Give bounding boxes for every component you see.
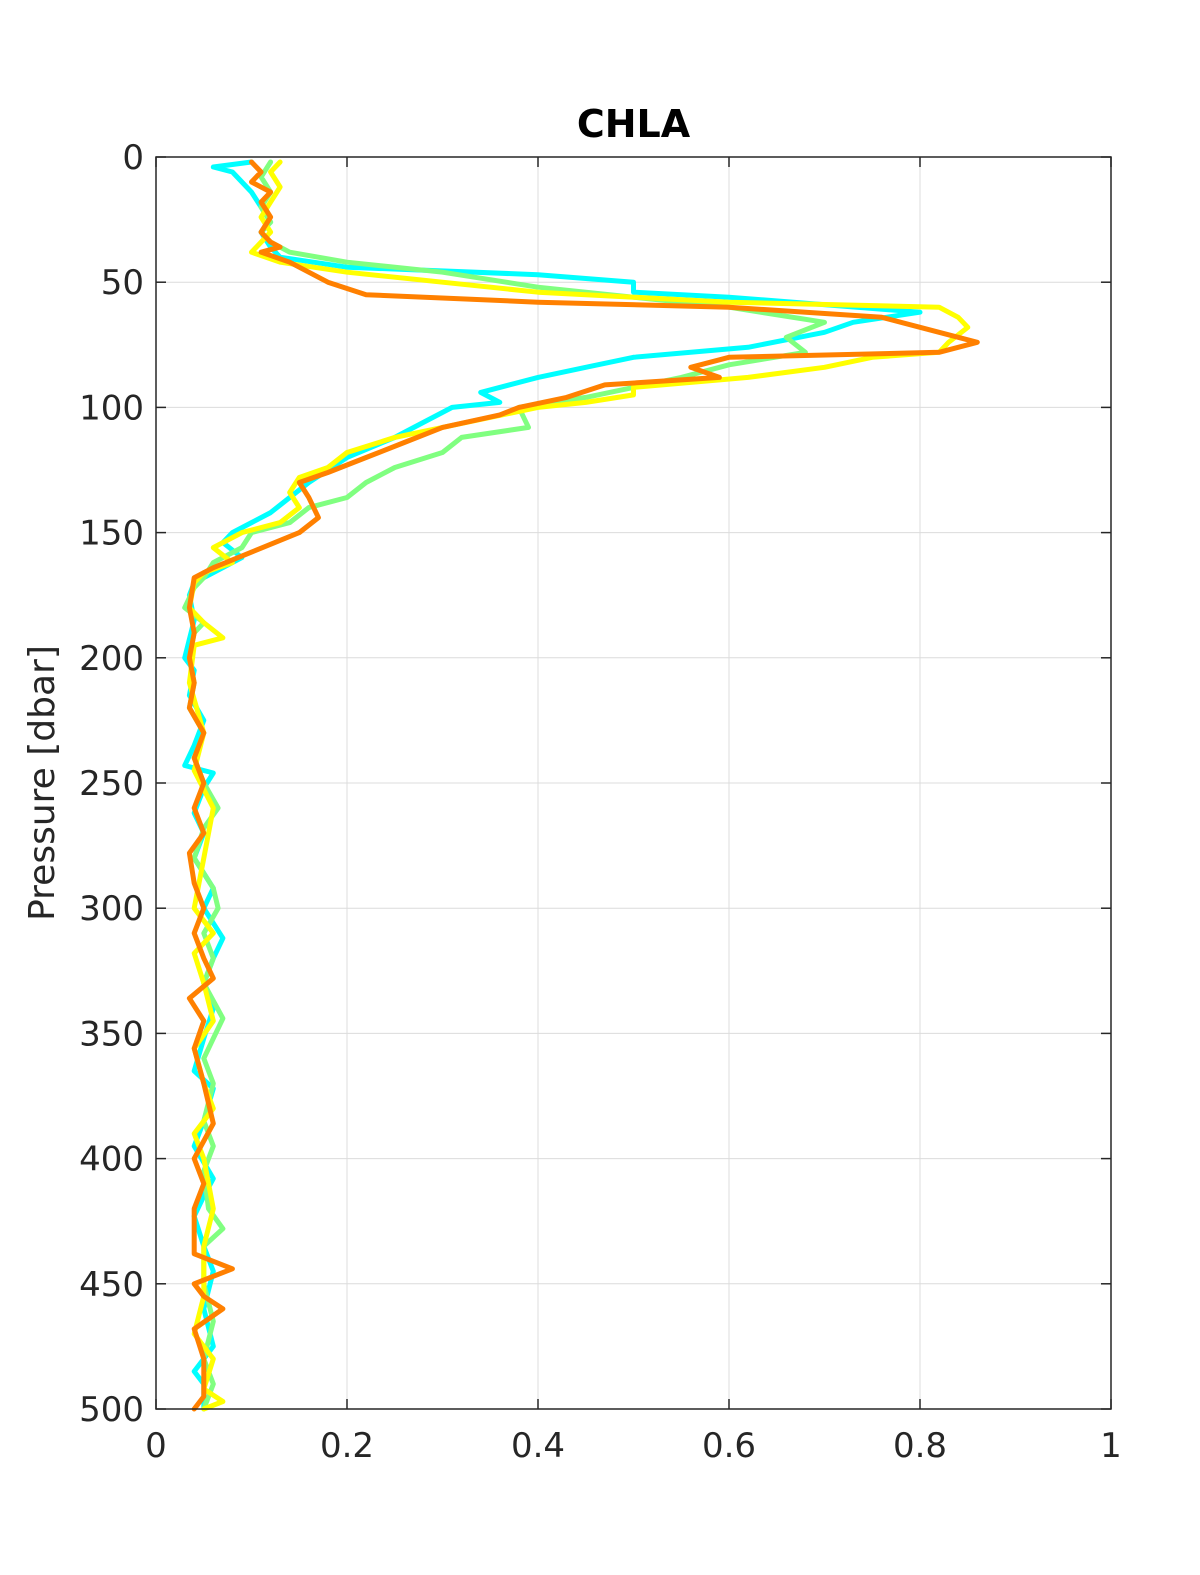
- chart-title: CHLA: [577, 102, 691, 146]
- series-line-1: [182, 159, 923, 1412]
- y-tick-label: 50: [101, 263, 144, 303]
- y-tick-label: 250: [79, 764, 144, 804]
- x-tick-label: 0.4: [511, 1426, 565, 1466]
- series-line-3: [186, 159, 971, 1412]
- y-tick-label: 200: [79, 639, 144, 679]
- x-tick-label: 0.8: [893, 1426, 947, 1466]
- series-layer: [182, 159, 980, 1412]
- y-tick-label: 150: [79, 514, 144, 554]
- y-tick-label: 450: [79, 1265, 144, 1305]
- y-axis-label: Pressure [dbar]: [22, 645, 63, 921]
- x-tick-label: 0.6: [702, 1426, 756, 1466]
- y-tick-label: 350: [79, 1014, 144, 1054]
- y-tick-label: 0: [122, 138, 144, 178]
- tick-layer: 0 0.2 0.4 0.6 0.8 1 0 50 100 150 200 250 300 350 400 45…: [79, 138, 1122, 1466]
- x-tick-label: 0.2: [320, 1426, 374, 1466]
- x-tick-label: 0: [145, 1426, 167, 1466]
- y-tick-label: 500: [79, 1390, 144, 1430]
- x-tick-label: 1: [1100, 1426, 1122, 1466]
- y-tick-label: 100: [79, 388, 144, 428]
- y-tick-label: 400: [79, 1140, 144, 1180]
- y-tick-label: 300: [79, 889, 144, 929]
- series-line-4: [186, 159, 980, 1412]
